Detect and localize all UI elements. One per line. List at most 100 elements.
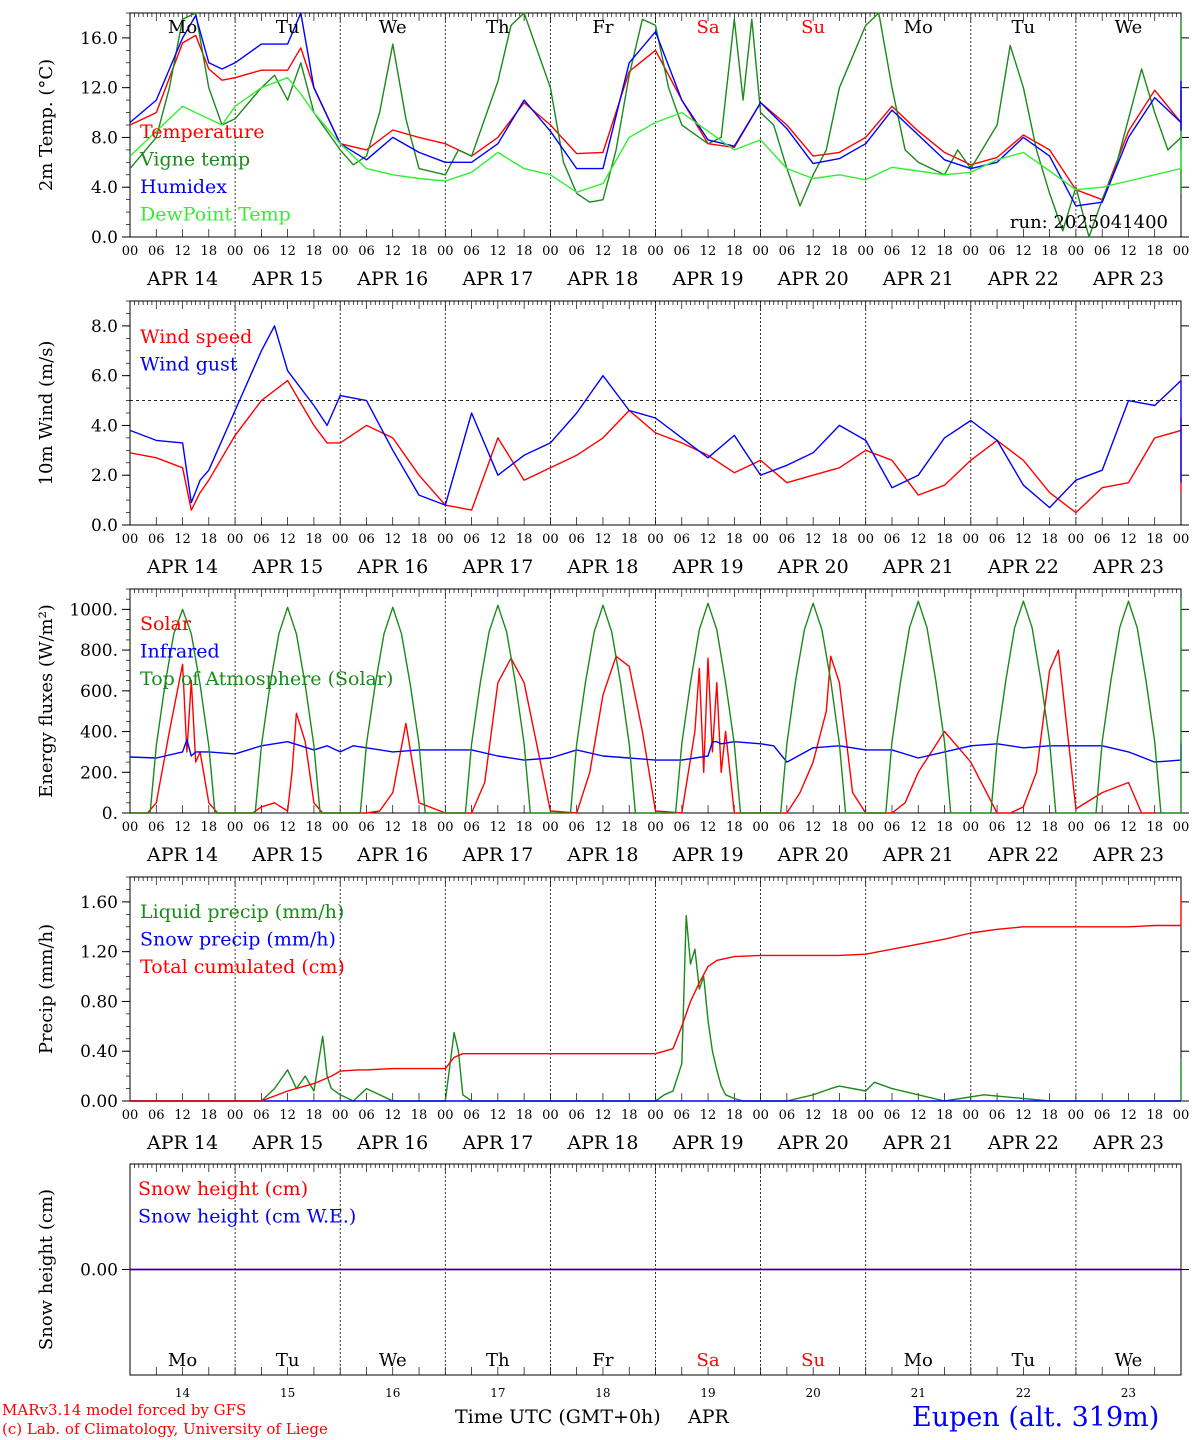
hour-tick-label: 00: [647, 532, 664, 547]
series-total-cumulated-cm-: [130, 896, 1182, 1102]
hour-tick-label: 06: [568, 1108, 585, 1123]
hour-tick-label: 12: [490, 1108, 507, 1123]
date-label: APR 23: [1092, 1132, 1164, 1154]
legend-entry: Snow precip (mm/h): [140, 929, 336, 951]
date-label: APR 15: [251, 268, 323, 290]
station-label: Eupen (alt. 319m): [912, 1402, 1160, 1433]
y-tick-label: 12.0: [80, 79, 118, 99]
y-tick-label: 800.: [80, 641, 118, 661]
hour-tick-label: 00: [332, 244, 349, 259]
series-wind-speed: [129, 379, 1182, 514]
hour-tick-label: 12: [1015, 820, 1032, 835]
hour-tick-label: 12: [384, 1108, 401, 1123]
y-axis-label: Snow height (cm): [36, 1189, 57, 1350]
date-label: APR 17: [461, 844, 533, 866]
hour-tick-label: 18: [516, 820, 533, 835]
series-solar: [130, 649, 1155, 814]
hour-tick-label: 18: [411, 820, 428, 835]
hour-tick-label: 12: [279, 244, 296, 259]
series-wind-gust: [129, 325, 1182, 509]
legend-entry: Top of Atmosphere (Solar): [140, 668, 393, 690]
hour-tick-label: 06: [779, 1108, 796, 1123]
hour-tick-label: 06: [1094, 244, 1111, 259]
hour-tick-label: 06: [463, 1108, 480, 1123]
weekday-label: Th: [486, 17, 510, 38]
y-tick-label: 2.0: [91, 466, 118, 486]
hour-tick-label: 18: [726, 1108, 743, 1123]
date-label: APR 18: [566, 844, 638, 866]
y-tick-label: 0.00: [80, 1092, 118, 1112]
hour-tick-label: 00: [542, 820, 559, 835]
series-humidex: [129, 12, 1182, 207]
legend-entry: Solar: [140, 613, 192, 635]
hour-tick-label: 18: [201, 532, 218, 547]
hour-tick-label: 12: [805, 1108, 822, 1123]
date-label: APR 21: [882, 844, 954, 866]
x-axis-title: Time UTC (GMT+0h): [455, 1406, 661, 1428]
legend-entry: Snow height (cm): [138, 1178, 308, 1200]
hour-tick-label: 12: [384, 532, 401, 547]
hour-tick-label: 12: [805, 532, 822, 547]
y-tick-label: 0.80: [80, 992, 118, 1012]
hour-tick-label: 18: [516, 532, 533, 547]
hour-tick-label: 18: [831, 1108, 848, 1123]
hour-tick-label: 18: [306, 532, 323, 547]
hour-tick-label: 12: [1120, 532, 1137, 547]
date-label: APR 23: [1092, 556, 1164, 578]
hour-tick-label: 06: [358, 820, 375, 835]
weekday-label: Tu: [1012, 17, 1036, 38]
day-number-label: 20: [806, 1386, 821, 1400]
weekday-label: Tu: [1012, 1350, 1036, 1371]
hour-tick-label: 12: [805, 244, 822, 259]
y-tick-label: 0.40: [80, 1042, 118, 1062]
date-label: APR 14: [146, 844, 218, 866]
hour-tick-label: 12: [595, 244, 612, 259]
hour-tick-label: 00: [437, 820, 454, 835]
hour-tick-label: 18: [1041, 244, 1058, 259]
weekday-label: Sa: [697, 17, 720, 38]
legend-entry: Total cumulated (cm): [140, 956, 345, 978]
hour-tick-label: 18: [1146, 820, 1163, 835]
hour-tick-label: 18: [621, 244, 638, 259]
hour-tick-label: 00: [857, 532, 874, 547]
hour-tick-label: 06: [989, 820, 1006, 835]
hour-tick-label: 06: [568, 532, 585, 547]
hour-tick-label: 00: [332, 532, 349, 547]
hour-tick-label: 12: [595, 1108, 612, 1123]
hour-tick-label: 18: [201, 244, 218, 259]
y-tick-label: 0.0: [91, 228, 118, 248]
hour-tick-label: 12: [174, 1108, 191, 1123]
hour-tick-label: 12: [910, 820, 927, 835]
hour-tick-label: 06: [148, 1108, 165, 1123]
weekday-label: We: [379, 17, 407, 38]
day-number-label: 14: [175, 1386, 191, 1400]
hour-tick-label: 06: [253, 244, 270, 259]
legend-entry: Liquid precip (mm/h): [140, 901, 344, 923]
hour-tick-label: 18: [1146, 1108, 1163, 1123]
weekday-label: Mo: [168, 17, 197, 38]
hour-tick-label: 12: [1015, 1108, 1032, 1123]
legend-entry: Wind gust: [140, 354, 238, 376]
hour-tick-label: 18: [201, 1108, 218, 1123]
hour-tick-label: 00: [752, 532, 769, 547]
date-label: APR 17: [461, 268, 533, 290]
date-label: APR 16: [356, 268, 428, 290]
day-number-label: 22: [1016, 1386, 1031, 1400]
panel-5: 0.00 Snow height (cm) Snow height (cm) Snow…: [36, 1163, 1189, 1400]
hour-tick-label: 06: [568, 820, 585, 835]
date-label: APR 14: [146, 268, 218, 290]
hour-tick-label: 06: [674, 532, 691, 547]
hour-tick-label: 18: [411, 532, 428, 547]
date-label: APR 21: [882, 268, 954, 290]
hour-tick-label: 06: [674, 1108, 691, 1123]
hour-tick-label: 12: [279, 1108, 296, 1123]
hour-tick-label: 18: [936, 1108, 953, 1123]
date-label: APR 22: [987, 268, 1059, 290]
hour-tick-label: 06: [253, 532, 270, 547]
hour-tick-label: 12: [700, 820, 717, 835]
day-number-label: 23: [1121, 1386, 1136, 1400]
hour-tick-label: 06: [1094, 1108, 1111, 1123]
y-tick-label: 8.0: [91, 128, 118, 148]
date-label: APR 18: [566, 268, 638, 290]
series-infrared: [129, 739, 1182, 763]
